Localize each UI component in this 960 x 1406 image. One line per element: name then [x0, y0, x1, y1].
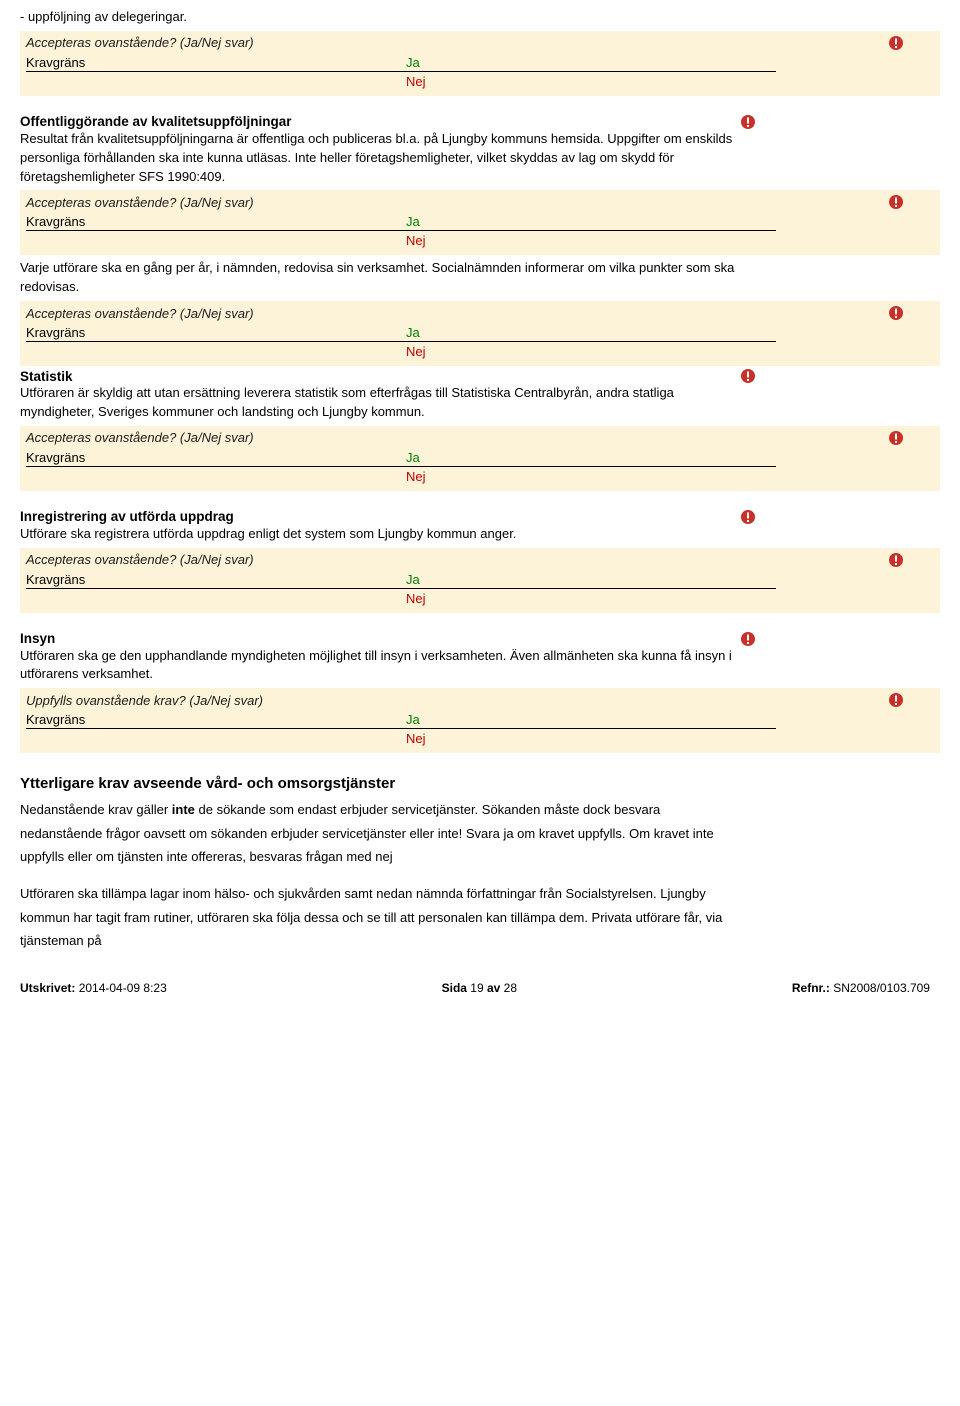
kravgrans-table: Kravgräns Ja Nej [26, 53, 776, 90]
intro-line: - uppföljning av delegeringar. [20, 8, 940, 27]
kravgrans-empty [26, 731, 406, 746]
section-body: Utförare ska registrera utförda uppdrag … [20, 525, 740, 544]
text-bold: inte [172, 802, 195, 817]
question-block: Accepteras ovanstående? (Ja/Nej svar) Kr… [20, 301, 940, 366]
section-body: Nedanstående krav gäller inte de sökande… [20, 798, 740, 868]
kravgrans-label: Kravgräns [26, 55, 406, 70]
kravgrans-label: Kravgräns [26, 214, 406, 229]
kravgrans-table: Kravgräns Ja Nej [26, 570, 776, 607]
kravgrans-table: Kravgräns Ja Nej [26, 448, 776, 485]
kravgrans-table: Kravgräns Ja Nej [26, 710, 776, 747]
footer-value: 19 [470, 981, 483, 995]
question-block: Uppfylls ovanstående krav? (Ja/Nej svar)… [20, 688, 940, 753]
value-nej: Nej [406, 731, 426, 746]
alert-icon [888, 430, 904, 446]
value-nej: Nej [406, 74, 426, 89]
kravgrans-empty [26, 74, 406, 89]
section-heading: Offentliggörande av kvalitetsuppföljning… [20, 114, 740, 129]
value-ja: Ja [406, 325, 420, 340]
alert-icon [888, 552, 904, 568]
page-footer: Utskrivet: 2014-04-09 8:23 Sida 19 av 28… [20, 981, 930, 995]
text-part: Nedanstående krav gäller [20, 802, 172, 817]
section-body: Utföraren är skyldig att utan ersättning… [20, 384, 740, 422]
alert-icon [740, 368, 756, 384]
footer-value: SN2008/0103.709 [830, 981, 930, 995]
question-text: Accepteras ovanstående? (Ja/Nej svar) [26, 35, 816, 50]
value-ja: Ja [406, 214, 420, 229]
value-nej: Nej [406, 233, 426, 248]
kravgrans-label: Kravgräns [26, 572, 406, 587]
alert-icon [740, 509, 756, 525]
footer-label: Sida [442, 981, 471, 995]
question-text: Accepteras ovanstående? (Ja/Nej svar) [26, 306, 816, 321]
kravgrans-label: Kravgräns [26, 325, 406, 340]
value-ja: Ja [406, 450, 420, 465]
footer-sida: Sida 19 av 28 [442, 981, 517, 995]
footer-value: 2014-04-09 8:23 [75, 981, 166, 995]
question-text: Uppfylls ovanstående krav? (Ja/Nej svar) [26, 693, 816, 708]
value-ja: Ja [406, 55, 420, 70]
alert-icon [888, 692, 904, 708]
footer-refnr: Refnr.: SN2008/0103.709 [792, 981, 930, 995]
value-nej: Nej [406, 469, 426, 484]
question-block: Accepteras ovanstående? (Ja/Nej svar) Kr… [20, 31, 940, 96]
footer-label: Utskrivet: [20, 981, 75, 995]
footer-value: 28 [504, 981, 517, 995]
alert-icon [888, 194, 904, 210]
section-body: Resultat från kvalitetsuppföljningarna ä… [20, 130, 740, 187]
value-nej: Nej [406, 591, 426, 606]
kravgrans-table: Kravgräns Ja Nej [26, 323, 776, 360]
kravgrans-empty [26, 591, 406, 606]
question-block: Accepteras ovanstående? (Ja/Nej svar) Kr… [20, 548, 940, 613]
value-ja: Ja [406, 572, 420, 587]
value-ja: Ja [406, 712, 420, 727]
question-text: Accepteras ovanstående? (Ja/Nej svar) [26, 552, 816, 567]
question-block: Accepteras ovanstående? (Ja/Nej svar) Kr… [20, 426, 940, 491]
alert-icon [740, 114, 756, 130]
kravgrans-empty [26, 469, 406, 484]
value-nej: Nej [406, 344, 426, 359]
footer-utskrivet: Utskrivet: 2014-04-09 8:23 [20, 981, 167, 995]
footer-label: Refnr.: [792, 981, 830, 995]
kravgrans-label: Kravgräns [26, 450, 406, 465]
footer-label: av [484, 981, 504, 995]
section-body: Varje utförare ska en gång per år, i näm… [20, 259, 740, 297]
kravgrans-empty [26, 344, 406, 359]
kravgrans-label: Kravgräns [26, 712, 406, 727]
question-text: Accepteras ovanstående? (Ja/Nej svar) [26, 195, 816, 210]
kravgrans-empty [26, 233, 406, 248]
alert-icon [888, 305, 904, 321]
section-body: Utföraren ska ge den upphandlande myndig… [20, 647, 740, 685]
kravgrans-table: Kravgräns Ja Nej [26, 212, 776, 249]
section-body: Utföraren ska tillämpa lagar inom hälso-… [20, 882, 740, 952]
question-text: Accepteras ovanstående? (Ja/Nej svar) [26, 430, 816, 445]
section-heading-large: Ytterligare krav avseende vård- och omso… [20, 775, 940, 792]
section-heading: Inregistrering av utförda uppdrag [20, 509, 740, 524]
alert-icon [740, 631, 756, 647]
section-heading: Insyn [20, 631, 740, 646]
section-heading: Statistik [20, 369, 740, 384]
alert-icon [888, 35, 904, 51]
question-block: Accepteras ovanstående? (Ja/Nej svar) Kr… [20, 190, 940, 255]
